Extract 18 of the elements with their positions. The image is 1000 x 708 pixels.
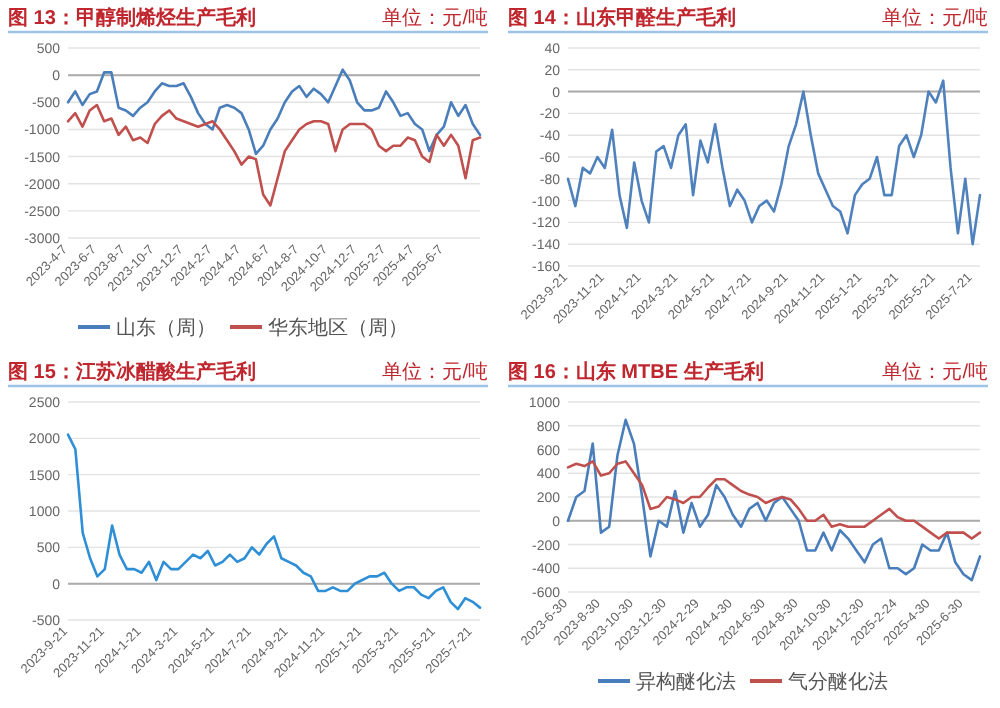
line-series: [566, 418, 982, 582]
chart-title: 图 13：甲醇制烯烃生产毛利: [8, 6, 256, 30]
line-series: [566, 79, 982, 246]
chart-title: 图 16：山东 MTBE 生产毛利: [508, 360, 764, 384]
legend-label: 气分醚化法: [788, 670, 888, 694]
line-series: [566, 460, 982, 540]
chart-subtitle: 单位：元/吨: [382, 360, 488, 384]
line-series: [66, 433, 482, 611]
chart-subtitle: 单位：元/吨: [382, 6, 488, 30]
line-series: [66, 68, 482, 156]
chart-title: 图 15：江苏冰醋酸生产毛利: [8, 360, 256, 384]
line-series: [66, 103, 482, 207]
legend-label: 山东（周）: [116, 316, 216, 340]
chart-subtitle: 单位：元/吨: [882, 360, 988, 384]
legend-label: 异构醚化法: [636, 670, 736, 694]
chart-subtitle: 单位：元/吨: [882, 6, 988, 30]
legend-label: 华东地区（周）: [268, 316, 408, 340]
chart-title: 图 14：山东甲醛生产毛利: [508, 6, 736, 30]
